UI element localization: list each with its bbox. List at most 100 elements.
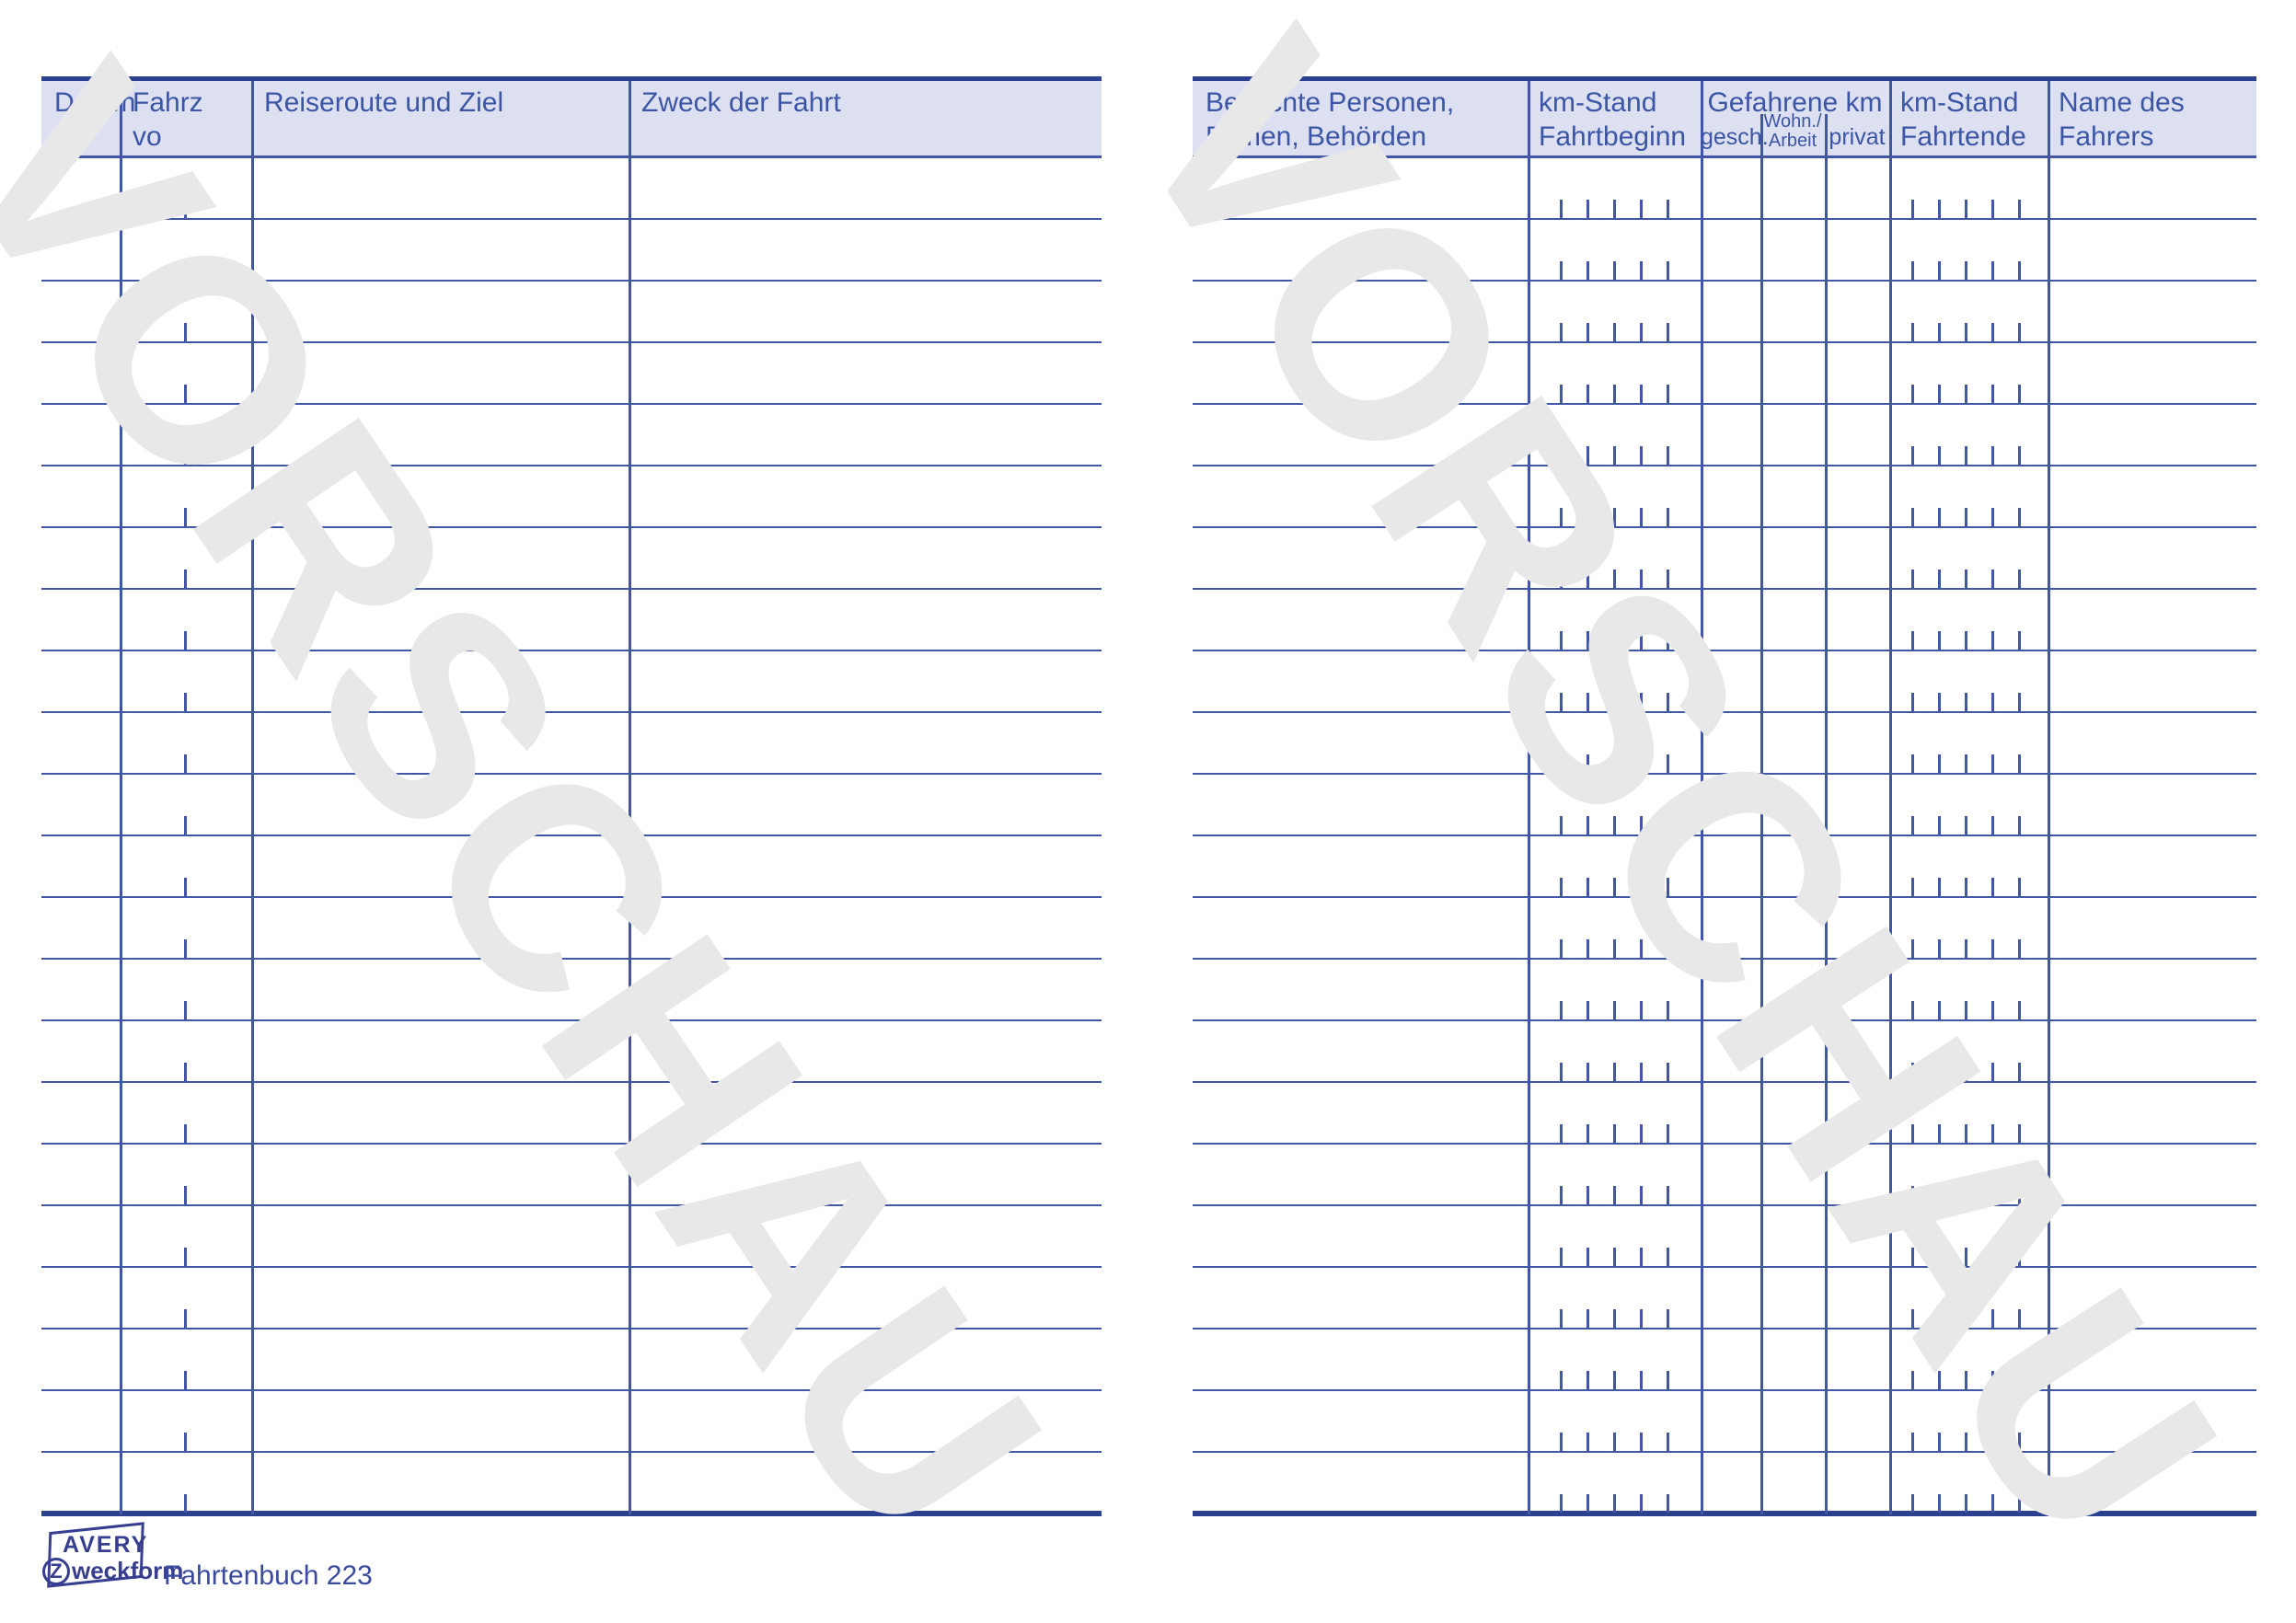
digit-tick — [1965, 261, 1967, 280]
digit-tick — [1667, 1433, 1669, 1451]
digit-tick — [1965, 508, 1967, 526]
digit-tick — [1560, 631, 1563, 650]
digit-tick — [1911, 1433, 1914, 1451]
digit-tick — [1560, 570, 1563, 588]
row-line — [1193, 711, 2256, 713]
digit-tick — [1586, 754, 1589, 773]
header-divider — [2048, 81, 2050, 155]
digit-tick — [1560, 754, 1563, 773]
digit-tick — [1667, 1248, 1669, 1266]
digit-tick — [2018, 878, 2021, 896]
row-line — [1193, 1266, 2256, 1268]
digit-tick — [1667, 570, 1669, 588]
digit-tick — [1667, 261, 1669, 280]
digit-tick — [1560, 1248, 1563, 1266]
digit-tick — [1667, 1186, 1669, 1204]
column-line — [629, 158, 631, 1514]
digit-tick — [1911, 1001, 1914, 1019]
col-header-fahrzeit: Fahrz vo — [133, 86, 203, 154]
digit-tick — [1965, 816, 1967, 835]
digit-tick — [1586, 1371, 1589, 1389]
row-line — [1193, 1451, 2256, 1453]
row-line — [1193, 1389, 2256, 1391]
digit-tick — [1965, 631, 1967, 650]
digit-tick — [1667, 446, 1669, 465]
column-line — [2048, 158, 2050, 1514]
digit-tick — [1560, 816, 1563, 835]
digit-tick — [1938, 1124, 1941, 1143]
digit-tick — [1586, 1433, 1589, 1451]
row-line — [1193, 835, 2256, 836]
page-right: Besuchte Personen, Firmen, Behörden km-St… — [1193, 0, 2256, 1623]
digit-tick — [1613, 508, 1616, 526]
digit-tick — [2018, 693, 2021, 711]
row-line — [1193, 280, 2256, 282]
row-line — [41, 1266, 1102, 1268]
avery-logo-text: AVERY — [63, 1532, 149, 1558]
digit-tick — [1560, 508, 1563, 526]
digit-tick — [1667, 878, 1669, 896]
digit-tick — [1640, 1433, 1643, 1451]
col-header-reiseroute: Reiseroute und Ziel — [264, 87, 504, 118]
col-header-name-line2: Fahrers — [2059, 121, 2154, 152]
digit-tick — [1667, 1371, 1669, 1389]
digit-tick — [2018, 754, 2021, 773]
digit-tick — [1911, 1494, 1914, 1513]
digit-tick — [1613, 385, 1616, 403]
row-line — [41, 835, 1102, 836]
digit-tick — [1911, 446, 1914, 465]
row-line — [41, 403, 1102, 405]
digit-tick — [1560, 446, 1563, 465]
digit-tick — [1991, 1124, 1994, 1143]
row-line — [41, 1143, 1102, 1145]
digit-tick — [1560, 1309, 1563, 1328]
digit-tick — [1991, 200, 1994, 218]
digit-tick — [1667, 323, 1669, 341]
digit-tick — [1938, 1063, 1941, 1081]
col-header-name-fahrer: Name des Fahrers — [2059, 86, 2185, 154]
digit-tick — [1991, 1186, 1994, 1204]
digit-tick — [1586, 200, 1589, 218]
digit-tick — [1911, 1124, 1914, 1143]
column-line — [1701, 158, 1703, 1514]
table-bottom-border — [1193, 1511, 2256, 1516]
digit-tick — [1938, 1001, 1941, 1019]
digit-tick — [1667, 631, 1669, 650]
col-header-km-ende-line1: km-Stand — [1900, 87, 2019, 118]
digit-tick — [1965, 754, 1967, 773]
digit-tick — [1667, 754, 1669, 773]
digit-tick — [1613, 1063, 1616, 1081]
digit-tick — [184, 1494, 187, 1513]
digit-tick — [1991, 1001, 1994, 1019]
page-left: Datum Fahrz vo Reiseroute und Ziel Zweck … — [41, 0, 1102, 1623]
digit-tick — [1938, 200, 1941, 218]
digit-tick — [1586, 816, 1589, 835]
digit-tick — [2018, 939, 2021, 958]
digit-tick — [184, 878, 187, 896]
digit-tick — [1991, 1433, 1994, 1451]
row-line — [1193, 1081, 2256, 1083]
row-line — [41, 1204, 1102, 1206]
digit-tick — [1911, 1309, 1914, 1328]
digit-tick — [1586, 1186, 1589, 1204]
digit-tick — [1640, 1494, 1643, 1513]
digit-tick — [1640, 1124, 1643, 1143]
col-header-wohn-arbeit: Wohn./Arbeit — [1760, 112, 1825, 151]
row-line — [41, 650, 1102, 651]
digit-tick — [1938, 570, 1941, 588]
digit-tick — [1667, 385, 1669, 403]
digit-tick — [184, 446, 187, 465]
digit-tick — [184, 693, 187, 711]
digit-tick — [1938, 1371, 1941, 1389]
digit-tick — [1938, 939, 1941, 958]
digit-tick — [1613, 1248, 1616, 1266]
digit-tick — [1613, 1186, 1616, 1204]
row-line — [1193, 773, 2256, 775]
digit-tick — [1667, 693, 1669, 711]
digit-tick — [1560, 1494, 1563, 1513]
digit-tick — [1965, 1371, 1967, 1389]
digit-tick — [2018, 200, 2021, 218]
col-header-besuchte-line1: Besuchte Personen, — [1206, 87, 1455, 118]
row-line — [1193, 958, 2256, 960]
